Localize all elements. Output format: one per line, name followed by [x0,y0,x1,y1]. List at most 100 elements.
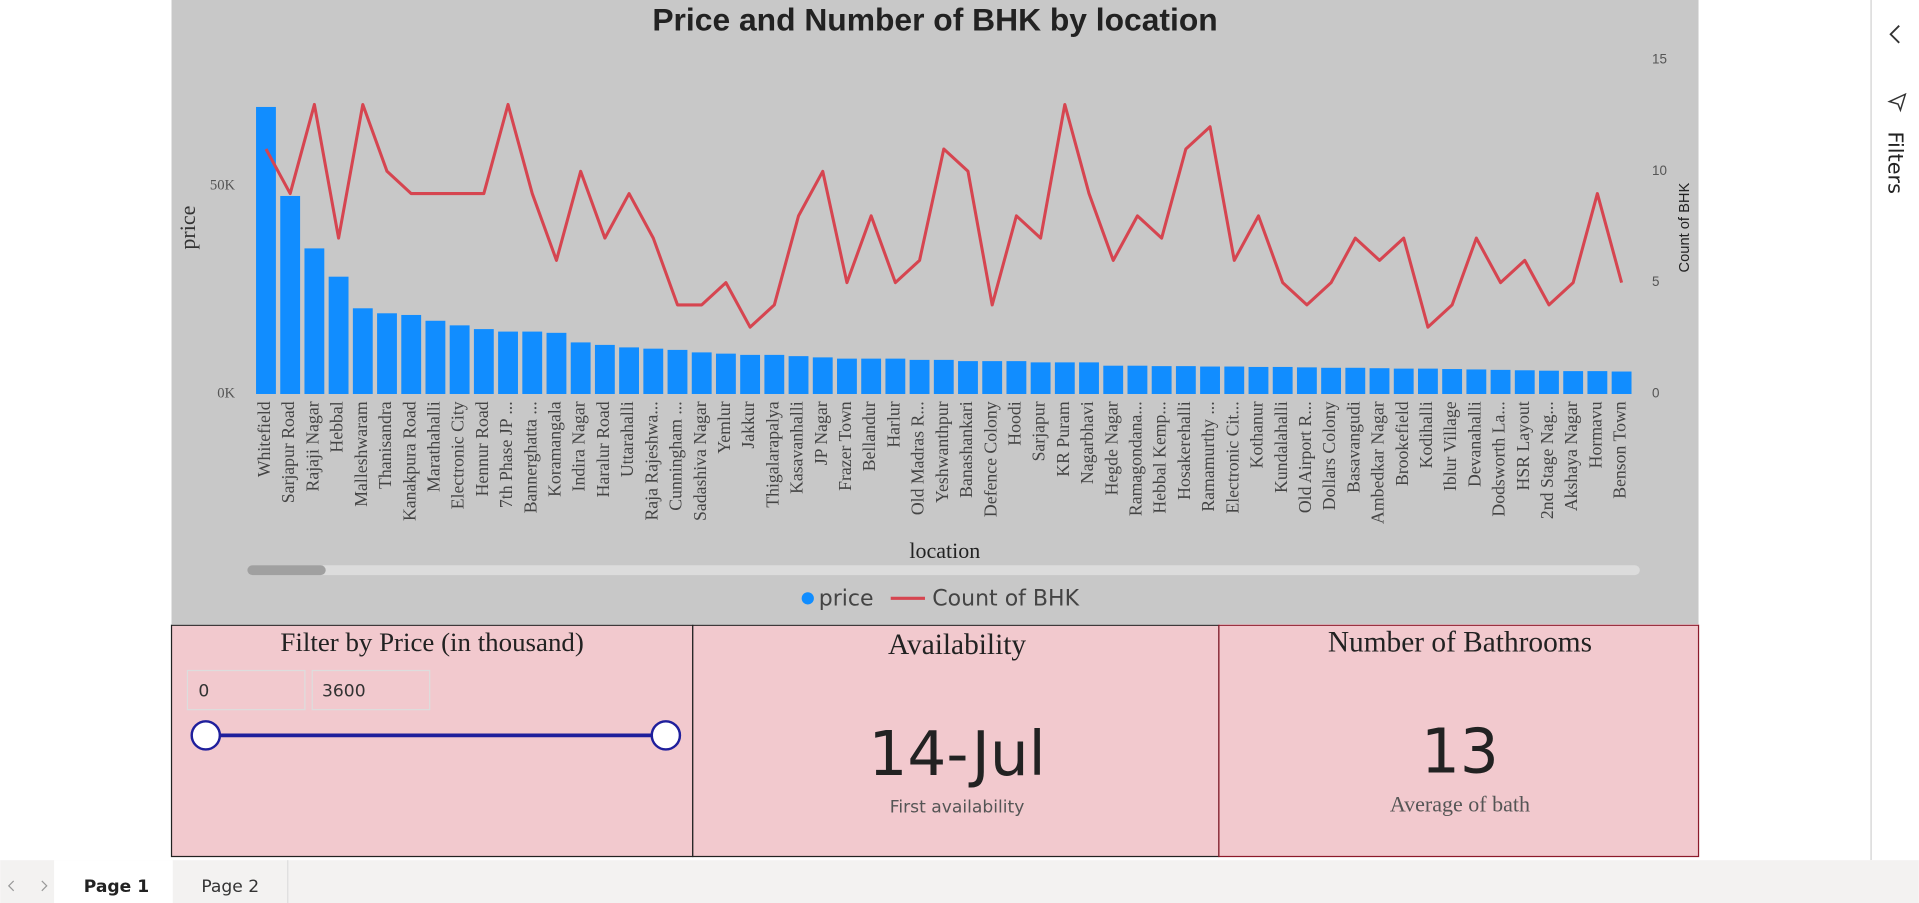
y-tick-label: 0K [217,385,235,401]
chart-title: Price and Number of BHK by location [652,1,1217,37]
bar [1442,369,1463,394]
bar [425,320,446,394]
collapse-icon[interactable] [1889,25,1900,44]
x-tick-label: Sarjapur Road [278,401,298,503]
page-tab[interactable]: Page 2 [201,877,259,897]
x-tick-label: Dollars Colony [1319,401,1339,510]
bar [1418,368,1438,394]
legend-swatch [801,592,814,605]
availability-card [692,624,1220,858]
x-tick-label: Kodihalli [1416,401,1436,468]
x-tick-label: Hebbal [327,401,347,452]
x-tick-label: Thanisandra [375,401,395,489]
x-tick-label: Old Madras R... [908,401,928,515]
x-tick-label: Hormavu [1585,401,1605,468]
legend: price Count of BHK [801,587,1080,612]
x-tick-label: Kothanur [1247,401,1267,468]
max-value: 3600 [322,681,366,701]
slider-max-handle[interactable] [650,720,682,751]
x-tick-label: Benson Town [1610,401,1630,499]
x-tick-label: Bellandur [859,401,879,471]
legend-label: Count of BHK [932,587,1079,612]
min-input[interactable] [186,669,306,711]
bar [1539,370,1559,394]
x-tick-label: Hennur Road [472,401,492,496]
bar [594,344,615,394]
slider-min-handle[interactable] [190,720,222,751]
bar [715,353,736,394]
x-tick-label: Marathahalli [423,401,443,492]
bar [740,354,761,394]
tab-nav-arrows[interactable] [7,880,48,892]
filters-pane-label[interactable]: Filters [1883,132,1907,194]
bathroom-card [1218,624,1700,858]
bar [643,348,664,394]
page-tab-bar [0,860,1919,903]
x-tick-label: Harlur [883,401,903,447]
x-tick-label: Hegde Nagar [1101,401,1121,495]
x-tick-label: Electronic Cit... [1222,401,1242,513]
y2-tick-label: 10 [1652,163,1667,178]
x-tick-label: Kundalahalli [1271,401,1291,493]
x-tick-label: Frazer Town [835,401,855,491]
bar [1514,370,1535,394]
bar [1200,366,1220,394]
bathroom-label: Average of bath [1390,791,1530,816]
x-tick-label: Electronic City [448,401,468,509]
bathroom-value: 13 [1421,717,1499,788]
bar [1175,366,1196,394]
bar [401,314,422,394]
filter-icon[interactable] [1887,92,1907,113]
x-tick-label: Old Airport R... [1295,401,1315,513]
bar [1563,371,1584,394]
bar [1248,366,1269,394]
bar [1030,362,1051,394]
x-tick-label: Cunningham ... [666,401,686,510]
bar [1127,365,1148,394]
legend-label: price [819,587,874,612]
bar [812,357,833,394]
bar [1490,369,1511,394]
bar [352,308,373,394]
bar [1224,366,1245,394]
bar [1393,368,1414,394]
bar [1296,367,1317,394]
bar [1079,362,1099,394]
bar [256,106,276,394]
page-tab-active[interactable] [54,860,173,903]
page-tab[interactable]: Page 1 [84,877,149,897]
bar [982,361,1003,394]
x-tick-label: Banashankari [956,401,976,498]
scrollbar-thumb[interactable] [247,565,326,576]
x-tick-label: Yemlur [714,401,734,453]
bar [570,342,591,394]
x-tick-label: Sadashiva Nagar [690,401,710,521]
x-tick-label: Devanahalli [1464,401,1484,487]
x-tick-label: Iblur Village [1440,401,1460,491]
x-tick-label: JP Nagar [811,401,831,465]
x-tick-label: Yeshwanthpur [932,401,952,503]
x-tick-label: Ramamurthy ... [1198,401,1218,511]
bathroom-title: Number of Bathrooms [1328,627,1592,659]
min-value: 0 [198,681,209,701]
bar [377,313,397,394]
bar [667,349,688,394]
x-tick-label: Hebbal Kemp... [1150,401,1170,513]
bar [304,248,325,394]
scrollbar-track[interactable] [247,565,1640,576]
x-tick-label: HSR Layout [1513,401,1533,490]
x-tick-label: Defence Colony [980,401,1000,517]
max-input[interactable] [311,669,431,711]
x-tick-label: Nagarbhavi [1077,401,1097,484]
bar [885,358,906,394]
x-tick-label: Hosakerehalli [1174,401,1194,500]
x-tick-label: Basavangudi [1343,401,1363,493]
x-tick-label: Bannerghatta ... [520,401,540,513]
x-tick-label: Jakkur [738,401,758,448]
bar [1587,371,1608,394]
x-tick-label: KR Puram [1053,401,1073,477]
bar [1369,368,1390,394]
bar [861,358,882,394]
x-tick-label: Uttarahalli [617,401,637,477]
availability-value: 14-Jul [869,719,1046,790]
